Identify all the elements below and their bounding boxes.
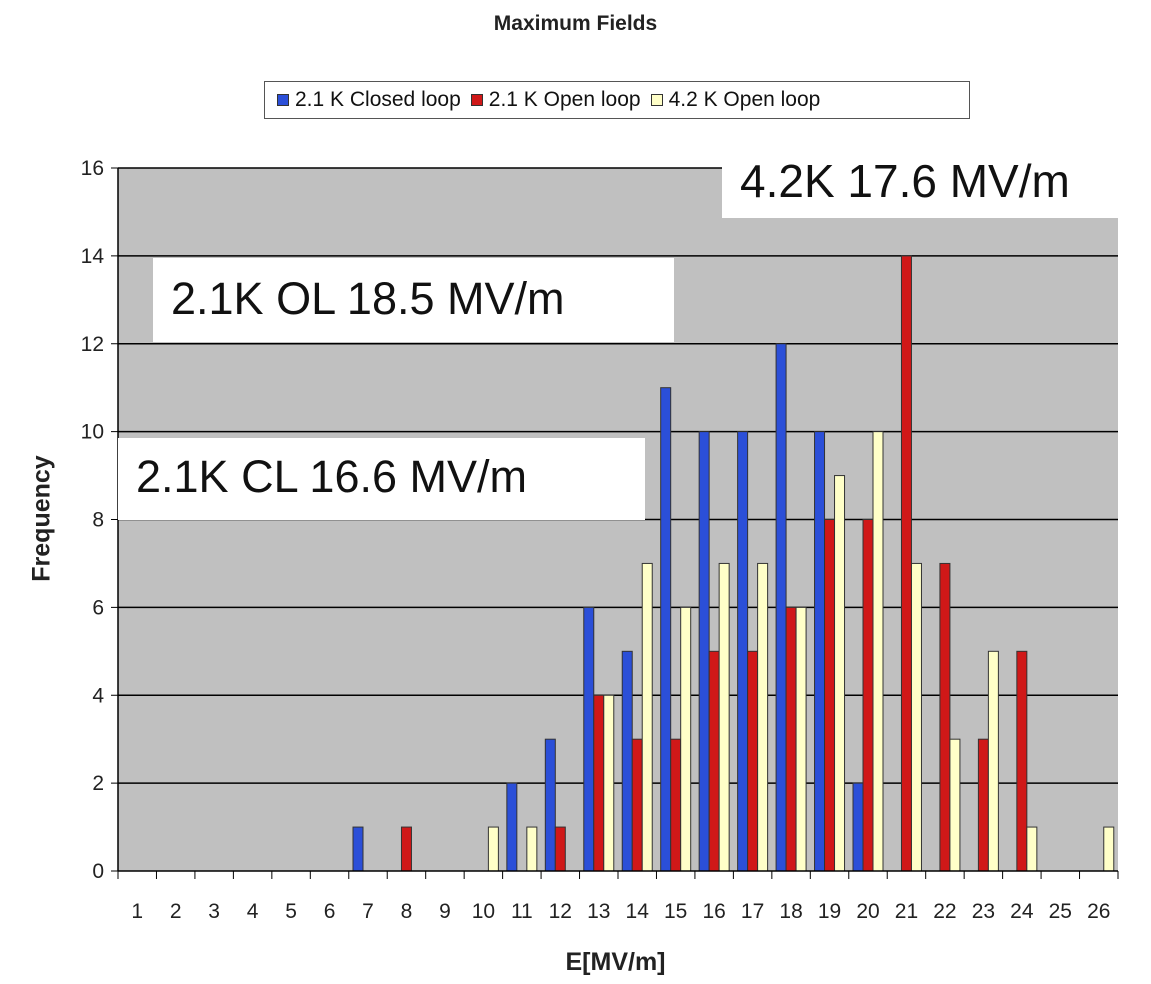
bar [987,650,999,872]
x-tick-labels: 1 2 3 4 5 6 7 8 9 10 11 12 13 14 15 16 17 18 19 20 21 22 23 24 2… [117,871,1119,923]
y-tick-label: 4 [92,684,104,707]
x-tick-label: 3 [208,900,220,923]
bar [795,606,807,872]
x-tick-label: 16 [702,900,725,923]
bar [708,650,720,872]
bar [900,255,912,872]
bar [872,431,884,872]
legend-item-closed-loop-21k: 2.1 K Closed loop [277,88,461,112]
bar [631,738,643,872]
legend-swatch [277,94,289,106]
bars [352,255,1115,872]
bar [506,782,518,872]
bar [603,694,615,872]
bar [680,606,692,872]
bar [554,826,566,872]
y-tick-label: 16 [81,157,104,180]
annotation-42k: 4.2K 17.6 MV/m [722,146,1151,218]
bar [747,650,759,872]
bar [910,562,922,872]
x-tick-label: 17 [741,900,764,923]
y-tick-label: 8 [92,509,104,532]
legend-item-open-loop-42k: 4.2 K Open loop [650,88,821,112]
bar [400,826,412,872]
legend-label: 2.1 K Closed loop [295,88,461,111]
x-tick-label: 14 [626,900,650,923]
x-tick-label: 20 [856,900,879,923]
bar [526,826,538,872]
x-tick-label: 9 [439,900,451,923]
x-tick-label: 22 [933,900,956,923]
bar [862,519,874,872]
x-tick-label: 13 [587,900,610,923]
x-tick-label: 8 [401,900,413,923]
legend-label: 4.2 K Open loop [668,88,821,111]
bar [939,562,951,872]
annotation-21k-ol: 2.1K OL 18.5 MV/m [153,258,674,342]
x-tick-label: 26 [1087,900,1110,923]
x-tick-label: 18 [779,900,802,923]
y-tick-label: 2 [92,772,104,795]
annotation-21k-cl: 2.1K CL 16.6 MV/m [118,438,645,520]
x-tick-label: 12 [549,900,572,923]
bar [641,562,653,872]
x-tick-label: 24 [1010,900,1034,923]
x-tick-label: 10 [472,900,495,923]
y-tick-label: 14 [81,245,105,268]
bar [977,738,989,872]
bar [544,738,556,872]
legend-item-open-loop-21k: 2.1 K Open loop [470,88,641,112]
bar [660,387,672,872]
bar [487,826,499,872]
x-tick-label: 7 [362,900,374,923]
bar [718,562,730,872]
bar [583,606,595,872]
x-axis-label: E[MV/m] [565,948,666,976]
bar [698,431,710,872]
y-axis-label: Frequency [27,455,56,582]
x-tick-label: 25 [1049,900,1072,923]
x-tick-label: 1 [131,900,143,923]
bar [1016,650,1028,872]
x-tick-label: 4 [247,900,259,923]
y-tick-label: 10 [81,421,104,444]
bar [593,694,605,872]
legend-label: 2.1 K Open loop [488,88,641,111]
x-tick-label: 23 [972,900,995,923]
x-tick-label: 19 [818,900,841,923]
legend-swatch [470,94,483,106]
legend-swatch [650,94,663,106]
bar [852,782,864,872]
bar [1103,826,1115,872]
legend: 2.1 K Closed loop 2.1 K Open loop 4.2 K … [264,81,970,119]
y-tick-labels: 0 2 4 6 8 10 12 14 16 [81,157,118,883]
bar [824,519,836,872]
bar [670,738,682,872]
y-tick-label: 6 [92,596,104,619]
bar [352,826,364,872]
x-tick-label: 15 [664,900,687,923]
x-tick-label: 21 [895,900,918,923]
y-tick-label: 0 [92,860,104,883]
x-tick-label: 11 [511,900,533,923]
bar [775,343,787,872]
x-tick-label: 5 [285,900,297,923]
bar [785,606,797,872]
bar [621,650,633,872]
y-tick-label: 12 [81,333,104,356]
x-tick-label: 2 [170,900,182,923]
chart-title: Maximum Fields [493,12,658,35]
bar [949,738,961,872]
bar [814,431,826,872]
x-tick-label: 6 [324,900,336,923]
bar [1026,826,1038,872]
bar [737,431,749,872]
bar [757,562,769,872]
bar [834,475,846,872]
